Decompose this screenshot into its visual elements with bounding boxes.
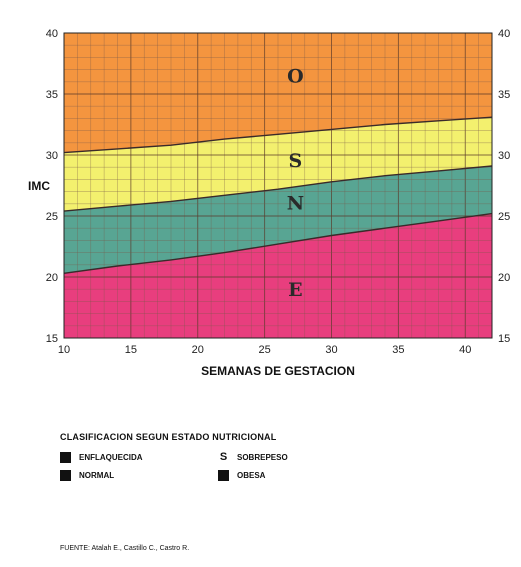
x-tick-label: 30 — [325, 344, 337, 356]
legend-label: NORMAL — [79, 471, 115, 480]
legend-title: CLASIFICACION SEGUN ESTADO NUTRICIONAL — [60, 432, 277, 442]
source-note: FUENTE: Atalah E., Castillo C., Castro R… — [60, 545, 190, 552]
x-axis-title: SEMANAS DE GESTACION — [201, 364, 355, 378]
zone-label-o: O — [287, 66, 304, 88]
legend-label: OBESA — [237, 471, 266, 480]
x-tick-label: 40 — [459, 344, 471, 356]
boundary-layer — [63, 116, 493, 274]
y-axis-title: IMC — [28, 179, 50, 193]
legend-letter-s: S — [219, 451, 228, 463]
y-tick-label-left: 40 — [46, 28, 58, 40]
legend-item-obesa: OBESA — [218, 470, 265, 481]
y-tick-label-left: 25 — [46, 211, 58, 223]
x-tick-label: 15 — [125, 344, 137, 356]
legend-item-enflaquecida: ENFLAQUECIDA — [60, 452, 143, 463]
y-tick-label-right: 15 — [498, 333, 510, 345]
y-tick-label-left: 35 — [46, 89, 58, 101]
zone-label-s: S — [289, 150, 303, 172]
y-tick-label-left: 20 — [46, 272, 58, 284]
y-tick-label-right: 30 — [498, 150, 510, 162]
legend-item-sobrepeso: S SOBREPESO — [218, 451, 288, 463]
y-tick-label-left: 30 — [46, 150, 58, 162]
y-tick-label-right: 40 — [498, 28, 510, 40]
zone-label-layer: O SN E — [287, 66, 304, 302]
plot-frame — [63, 32, 493, 339]
x-tick-label: 25 — [259, 344, 271, 356]
y-tick-label-right: 25 — [498, 211, 510, 223]
y-tick-label-left: 15 — [46, 333, 58, 345]
legend-swatch-icon — [60, 452, 71, 463]
zone-label-e: E — [288, 279, 302, 301]
x-tick-label: 10 — [58, 344, 70, 356]
legend-swatch-icon — [218, 470, 229, 481]
x-tick-label: 35 — [392, 344, 404, 356]
legend-item-normal: NORMAL — [60, 470, 114, 481]
y-tick-label-right: 35 — [498, 89, 510, 101]
boundary-line-1 — [63, 165, 493, 212]
boundary-line-0 — [63, 212, 493, 274]
boundary-line-2 — [63, 116, 493, 154]
legend-swatch-icon — [60, 470, 71, 481]
x-tick-label: 20 — [192, 344, 204, 356]
legend-label: SOBREPESO — [237, 452, 288, 462]
legend-label: ENFLAQUECIDA — [79, 453, 143, 462]
y-tick-label-right: 20 — [498, 272, 510, 284]
zone-label-n: N — [287, 193, 304, 215]
